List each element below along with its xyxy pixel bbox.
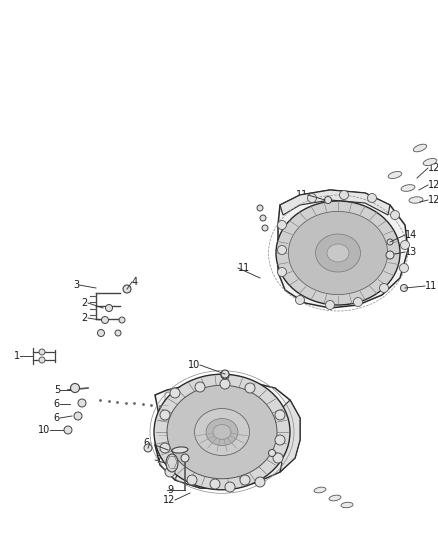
Ellipse shape: [329, 495, 341, 501]
Ellipse shape: [388, 172, 402, 179]
Circle shape: [144, 444, 152, 452]
Circle shape: [123, 285, 131, 293]
Ellipse shape: [288, 212, 388, 295]
Text: 8: 8: [155, 440, 161, 450]
Circle shape: [325, 197, 332, 204]
Ellipse shape: [423, 158, 437, 166]
Circle shape: [160, 410, 170, 420]
Circle shape: [273, 453, 283, 463]
Text: 13: 13: [405, 247, 417, 257]
Text: 9: 9: [167, 485, 173, 495]
Circle shape: [391, 211, 399, 220]
Circle shape: [296, 295, 304, 304]
Text: 6: 6: [54, 413, 60, 423]
Circle shape: [257, 205, 263, 211]
Circle shape: [275, 435, 285, 445]
Text: 11: 11: [296, 190, 308, 200]
Circle shape: [119, 317, 125, 323]
Circle shape: [78, 399, 86, 407]
Circle shape: [353, 297, 363, 306]
Circle shape: [98, 329, 105, 336]
Polygon shape: [175, 457, 282, 488]
Circle shape: [268, 449, 276, 456]
Circle shape: [245, 383, 255, 393]
Circle shape: [64, 426, 72, 434]
Ellipse shape: [172, 447, 188, 453]
Text: 5: 5: [54, 385, 60, 395]
Ellipse shape: [409, 197, 423, 203]
Text: 10: 10: [188, 360, 200, 370]
Ellipse shape: [194, 408, 250, 456]
Ellipse shape: [401, 184, 415, 191]
Circle shape: [220, 379, 230, 389]
Circle shape: [210, 479, 220, 489]
Text: 12: 12: [428, 195, 438, 205]
Circle shape: [399, 263, 409, 272]
Text: 10: 10: [38, 425, 50, 435]
Circle shape: [262, 225, 268, 231]
Ellipse shape: [166, 454, 178, 472]
Circle shape: [379, 284, 389, 293]
Circle shape: [278, 221, 286, 230]
Ellipse shape: [154, 374, 290, 490]
Ellipse shape: [213, 424, 231, 440]
Circle shape: [400, 240, 410, 249]
Circle shape: [278, 246, 286, 254]
Circle shape: [106, 304, 113, 311]
Circle shape: [221, 370, 229, 378]
Polygon shape: [278, 190, 408, 308]
Ellipse shape: [314, 487, 326, 493]
Circle shape: [367, 193, 377, 203]
Circle shape: [71, 384, 80, 392]
Circle shape: [39, 357, 45, 363]
Text: 7: 7: [155, 455, 161, 465]
Ellipse shape: [413, 144, 427, 152]
Text: 4: 4: [132, 277, 138, 287]
Polygon shape: [270, 400, 300, 472]
Circle shape: [339, 190, 349, 199]
Circle shape: [255, 477, 265, 487]
Ellipse shape: [315, 234, 360, 272]
Text: 12: 12: [428, 180, 438, 190]
Text: 6: 6: [54, 399, 60, 409]
Text: 2: 2: [82, 298, 88, 308]
Circle shape: [74, 412, 82, 420]
Text: 2: 2: [82, 313, 88, 323]
Text: 14: 14: [405, 230, 417, 240]
Text: 6: 6: [144, 438, 150, 448]
Text: 11: 11: [425, 281, 437, 291]
Circle shape: [400, 285, 407, 292]
Ellipse shape: [341, 502, 353, 508]
Circle shape: [102, 317, 109, 324]
Circle shape: [195, 382, 205, 392]
Text: 11: 11: [238, 263, 250, 273]
Circle shape: [187, 475, 197, 485]
Text: 12: 12: [162, 495, 175, 505]
Circle shape: [275, 410, 285, 420]
Circle shape: [160, 443, 170, 453]
Text: 1: 1: [14, 351, 20, 361]
Circle shape: [115, 330, 121, 336]
Circle shape: [170, 388, 180, 398]
Polygon shape: [155, 382, 300, 488]
Ellipse shape: [327, 244, 349, 262]
Circle shape: [278, 268, 286, 277]
Circle shape: [386, 251, 394, 259]
Circle shape: [225, 482, 235, 492]
Text: 3: 3: [73, 280, 79, 290]
Circle shape: [221, 371, 229, 379]
Circle shape: [181, 454, 189, 462]
Ellipse shape: [167, 385, 277, 479]
Ellipse shape: [276, 201, 400, 305]
Polygon shape: [280, 190, 390, 215]
Circle shape: [165, 467, 175, 477]
Circle shape: [325, 301, 335, 310]
Text: 12: 12: [428, 163, 438, 173]
Ellipse shape: [206, 418, 238, 446]
Circle shape: [260, 215, 266, 221]
Circle shape: [240, 475, 250, 485]
Circle shape: [39, 349, 45, 355]
Circle shape: [307, 193, 317, 203]
Circle shape: [387, 239, 393, 245]
